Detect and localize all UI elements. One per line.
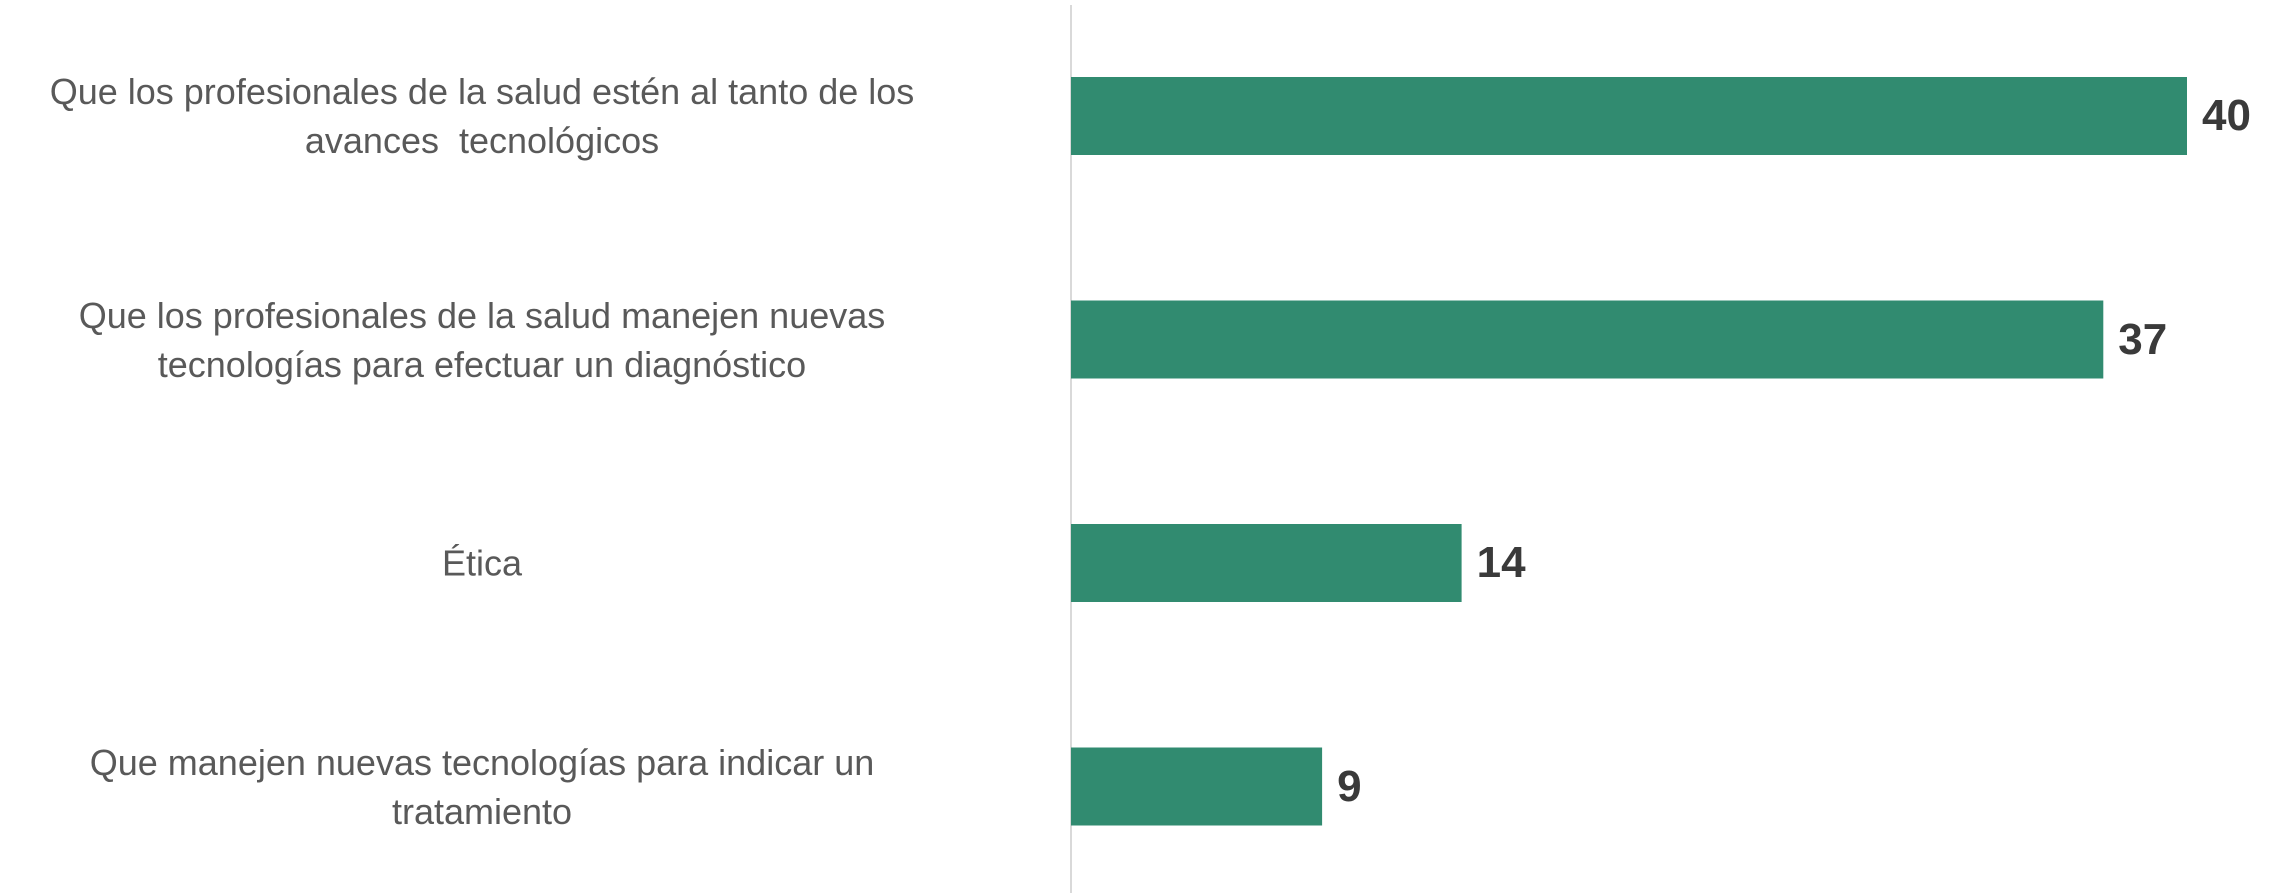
value-label: 9 xyxy=(1337,761,1362,811)
value-label: 40 xyxy=(2202,91,2251,140)
category-label: Que los profesionales de la salud estén … xyxy=(49,71,915,161)
category-label: Ética xyxy=(441,542,523,584)
category-label: Que los profesionales de la salud maneje… xyxy=(78,294,886,385)
bar xyxy=(1071,300,2104,379)
bar xyxy=(1071,747,1323,826)
bar xyxy=(1071,77,2187,155)
value-label: 37 xyxy=(2118,314,2168,364)
value-label: 14 xyxy=(1476,538,1526,587)
category-label: Que manejen nuevas tecnologías para indi… xyxy=(89,741,875,832)
bar xyxy=(1071,524,1462,602)
